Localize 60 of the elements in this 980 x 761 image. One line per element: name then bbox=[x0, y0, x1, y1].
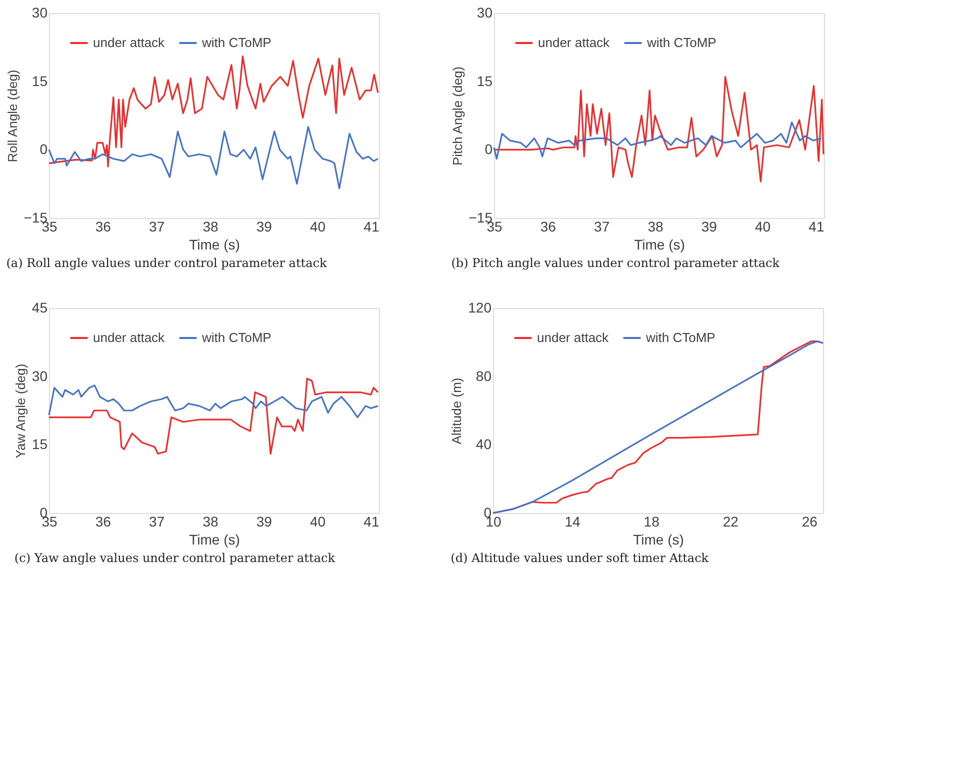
y-tick-label: 30 bbox=[476, 4, 493, 20]
x-axis-title: Time (s) bbox=[633, 532, 684, 548]
text: (c) Yaw angle values under control parameter attack bbox=[14, 551, 336, 565]
x-tick-label: 41 bbox=[364, 514, 380, 530]
legend-label: under attack bbox=[537, 330, 610, 345]
y-tick-label: 80 bbox=[476, 368, 492, 384]
y-tick-label: 120 bbox=[468, 300, 492, 316]
y-tick-label: 30 bbox=[32, 368, 48, 384]
y-tick-label: 15 bbox=[32, 436, 48, 452]
x-tick-label: 40 bbox=[755, 218, 771, 234]
x-tick-label: 37 bbox=[594, 218, 610, 234]
x-tick-label: 36 bbox=[95, 514, 112, 530]
legend-label: under attack bbox=[93, 35, 166, 50]
x-axis-title: Time (s) bbox=[634, 236, 685, 252]
y-tick-label: 0 bbox=[484, 141, 493, 158]
y-axis-title: Pitch Angle (deg) bbox=[450, 66, 465, 166]
legend-label: with CToMP bbox=[201, 35, 272, 50]
line-series bbox=[48, 384, 379, 418]
y-tick-label: 45 bbox=[32, 300, 48, 316]
x-axis-title: Time (s) bbox=[189, 236, 240, 252]
x-tick-label: 14 bbox=[564, 514, 581, 530]
y-axis-title: Yaw Angle (deg) bbox=[12, 364, 28, 458]
text: (b) Pitch angle values under control parameter attack bbox=[451, 256, 780, 270]
x-tick-label: 39 bbox=[701, 218, 718, 234]
x-tick-label: 38 bbox=[202, 514, 218, 530]
x-tick-label: 39 bbox=[256, 514, 272, 530]
x-tick-label: 38 bbox=[202, 218, 218, 234]
x-tick-label: 39 bbox=[256, 218, 272, 234]
x-tick-label: 40 bbox=[310, 514, 326, 530]
line-series bbox=[48, 126, 379, 190]
y-axis-title: Roll Angle (deg) bbox=[4, 70, 20, 162]
x-tick-label: 36 bbox=[95, 218, 112, 234]
text: (d) Altitude values under soft timer Attack bbox=[450, 551, 710, 565]
x-tick-label: 37 bbox=[149, 218, 165, 234]
legend-label: with CToMP bbox=[645, 330, 716, 345]
x-tick-label: 37 bbox=[149, 514, 165, 530]
y-tick-label: 30 bbox=[32, 4, 48, 20]
legend-label: with CToMP bbox=[201, 330, 272, 345]
x-tick-label: 18 bbox=[644, 514, 660, 530]
x-tick-label: 36 bbox=[540, 218, 556, 234]
y-axis-title: Altitude (m) bbox=[449, 378, 464, 444]
x-tick-label: 26 bbox=[802, 514, 818, 530]
x-axis-title: Time (s) bbox=[189, 532, 240, 548]
y-tick-label: 0 bbox=[40, 141, 48, 158]
y-tick-label: 15 bbox=[476, 72, 493, 89]
x-tick-label: 41 bbox=[808, 218, 824, 234]
legend-label: with CToMP bbox=[646, 35, 716, 50]
text: (a) Roll angle values under control parameter attack bbox=[6, 256, 328, 270]
line-series bbox=[48, 55, 379, 168]
line-series bbox=[493, 76, 824, 182]
line-series bbox=[48, 378, 379, 455]
legend-label: under attack bbox=[93, 330, 166, 345]
y-tick-label: 15 bbox=[32, 72, 48, 89]
line-series bbox=[493, 122, 822, 160]
x-tick-label: 40 bbox=[310, 218, 326, 234]
x-tick-label: 22 bbox=[722, 514, 739, 530]
x-tick-label: 38 bbox=[648, 218, 664, 234]
legend-label: under attack bbox=[538, 35, 610, 50]
x-tick-label: 41 bbox=[364, 218, 380, 234]
y-tick-label: 40 bbox=[476, 436, 492, 452]
